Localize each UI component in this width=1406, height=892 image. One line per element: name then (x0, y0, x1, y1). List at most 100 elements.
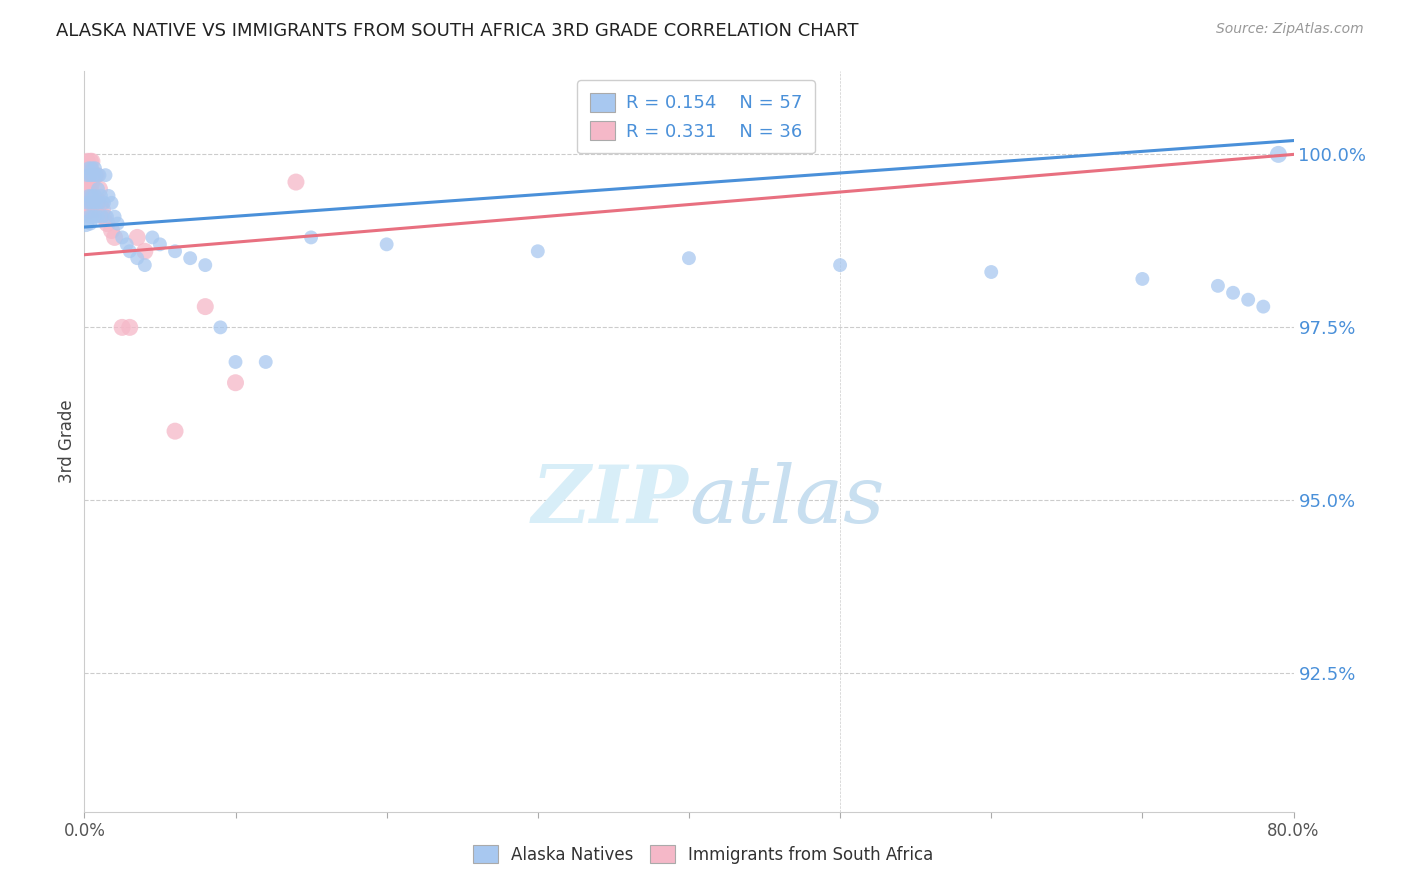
Point (82, 195, 104, 210)
Point (80, 154, 103, 169)
Point (194, 300, 217, 314)
Point (141, 230, 163, 244)
Point (89, 195, 111, 210)
Point (80, 210, 103, 224)
Point (79, 154, 101, 169)
Point (80, 161, 103, 176)
Point (84, 210, 107, 224)
Point (299, 230, 322, 244)
Point (87, 195, 110, 210)
Point (79, 195, 101, 210)
Point (90, 195, 112, 210)
Point (76, 168, 98, 182)
Y-axis label: 3rd Grade: 3rd Grade (58, 400, 76, 483)
Point (165, 244, 187, 259)
Point (678, 251, 700, 265)
Point (254, 355, 277, 369)
Text: Source: ZipAtlas.com: Source: ZipAtlas.com (1216, 22, 1364, 37)
Point (82, 195, 104, 210)
Point (75, 161, 97, 176)
Point (104, 230, 127, 244)
Point (75, 195, 97, 210)
Point (165, 424, 187, 438)
Point (91, 210, 114, 224)
Point (1222, 285, 1244, 300)
Point (84, 189, 107, 203)
Point (90, 189, 112, 203)
Point (111, 320, 134, 334)
Text: atlas: atlas (689, 462, 884, 540)
Point (87, 182, 110, 196)
Point (179, 251, 201, 265)
Text: ZIP: ZIP (531, 462, 689, 540)
Point (89, 182, 111, 196)
Point (86, 195, 108, 210)
Point (134, 258, 156, 272)
Point (285, 175, 308, 189)
Point (77, 161, 100, 176)
Point (86, 168, 108, 182)
Point (1267, 147, 1289, 161)
Point (149, 237, 172, 252)
Point (84, 161, 107, 176)
Point (527, 244, 550, 259)
Point (93, 210, 115, 224)
Point (80, 175, 103, 189)
Point (134, 244, 156, 259)
Point (225, 376, 247, 390)
Point (194, 258, 217, 272)
Point (980, 265, 1002, 279)
Point (127, 251, 149, 265)
Point (96, 217, 118, 231)
Point (1253, 300, 1275, 314)
Point (86, 195, 108, 210)
Point (104, 210, 127, 224)
Point (91, 202, 114, 217)
Point (1206, 278, 1229, 293)
Point (80, 195, 103, 210)
Point (97, 189, 120, 203)
Point (94, 168, 117, 182)
Point (830, 258, 852, 272)
Point (82, 168, 104, 182)
Point (107, 217, 129, 231)
Point (77, 182, 100, 196)
Point (86, 168, 108, 182)
Point (87, 210, 110, 224)
Point (1130, 272, 1153, 286)
Point (100, 223, 122, 237)
Point (375, 237, 398, 252)
Point (118, 320, 141, 334)
Point (79, 182, 101, 196)
Point (77, 210, 100, 224)
Point (84, 168, 107, 182)
Point (209, 320, 232, 334)
Point (79, 202, 101, 217)
Point (84, 195, 107, 210)
Text: ALASKA NATIVE VS IMMIGRANTS FROM SOUTH AFRICA 3RD GRADE CORRELATION CHART: ALASKA NATIVE VS IMMIGRANTS FROM SOUTH A… (56, 22, 859, 40)
Point (77, 202, 100, 217)
Point (79, 217, 101, 231)
Legend: Alaska Natives, Immigrants from South Africa: Alaska Natives, Immigrants from South Af… (465, 838, 941, 871)
Point (100, 195, 122, 210)
Point (76, 168, 98, 182)
Point (79, 168, 101, 182)
Point (76, 195, 98, 210)
Point (96, 210, 118, 224)
Point (82, 168, 104, 182)
Point (77, 161, 100, 176)
Point (127, 230, 149, 244)
Legend: R = 0.154    N = 57, R = 0.331    N = 36: R = 0.154 N = 57, R = 0.331 N = 36 (576, 80, 815, 153)
Point (77, 189, 100, 203)
Point (89, 168, 111, 182)
Point (76, 189, 98, 203)
Point (93, 195, 115, 210)
Point (225, 355, 247, 369)
Point (75, 217, 97, 231)
Point (1237, 293, 1260, 307)
Point (111, 230, 134, 244)
Point (80, 189, 103, 203)
Point (115, 237, 138, 252)
Point (118, 244, 141, 259)
Point (76, 154, 98, 169)
